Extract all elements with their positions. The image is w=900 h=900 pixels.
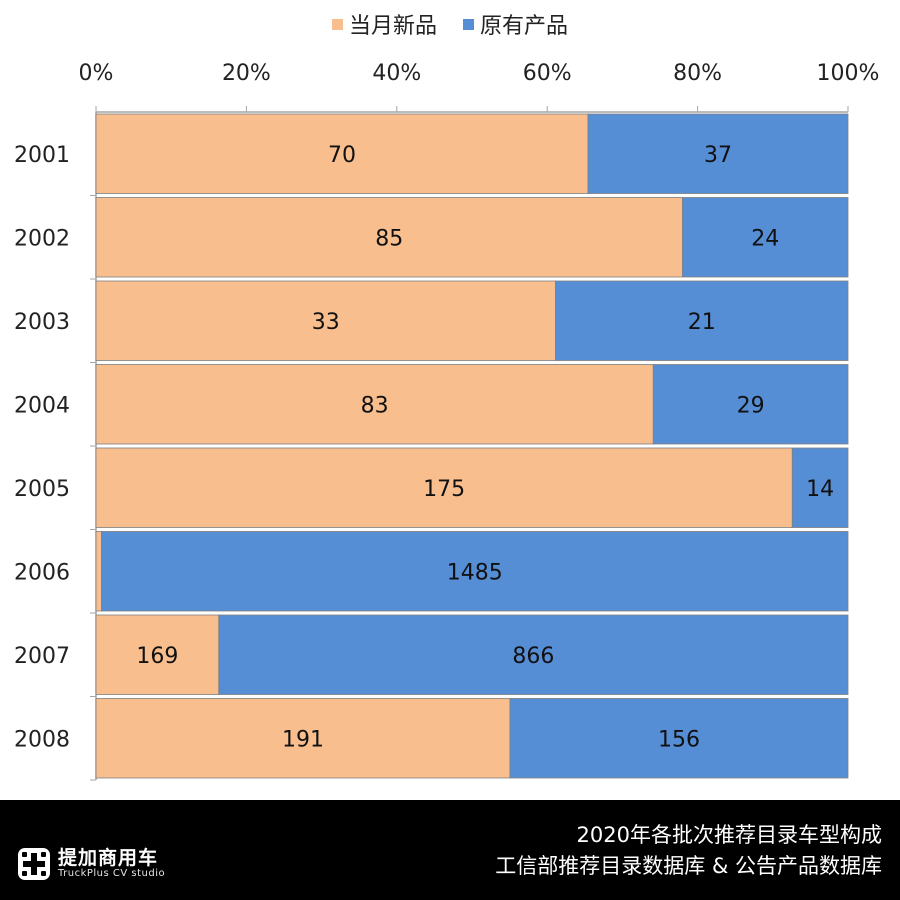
footer: 提加商用车 TruckPlus CV studio 2020年各批次推荐目录车型… [0,800,900,900]
data-label: 70 [328,143,356,168]
bar-segment-2008-new [95,698,511,779]
x-tick-label: 0% [79,61,114,86]
logo-name-cn: 提加商用车 [58,846,159,869]
data-label: 33 [312,310,340,335]
x-tick-label: 80% [673,61,722,86]
x-tick-label: 20% [222,61,271,86]
data-label: 24 [751,226,779,251]
logo-name-en: TruckPlus CV studio [58,867,166,879]
data-label: 29 [737,393,765,418]
x-tick-label: 40% [372,61,421,86]
bar-segment-2007-new [95,614,220,695]
legend-item-new: 当月新品 [331,8,437,40]
y-tick-label: 2001 [14,143,70,168]
bar-segment-2006-new [95,531,102,612]
stacked-bar-chart: 0% 20% 40% 60% 80% 100% 2001 70 37 2002 85 24 2003 33… [14,61,880,781]
data-label: 83 [361,393,389,418]
chart-area: 当月新品 原有产品 0% 20% 40% 60% 80% 100% 2001 70 37 2002… [0,8,900,781]
y-tick-label: 2007 [14,644,70,669]
bar-segment-2003-existing [555,280,849,361]
data-label: 37 [704,143,732,168]
data-label: 169 [136,644,178,669]
bar-segment-2005-new [95,447,793,528]
y-tick-label: 2008 [14,727,70,752]
truckplus-logo-icon [18,848,50,880]
data-source: 工信部推荐目录数据库 & 公告产品数据库 [495,854,882,878]
logo: 提加商用车 TruckPlus CV studio [18,848,165,880]
y-tick-label: 2006 [14,560,70,585]
bar-segment-2001-new [95,113,589,194]
bar-segment-2004-existing [652,364,849,445]
legend-label-new: 当月新品 [348,14,437,39]
bar-segment-2002-existing [682,197,849,278]
legend: 当月新品 原有产品 [0,8,900,40]
bar-segment-2006-existing [101,531,849,612]
y-tick-label: 2002 [14,226,70,251]
y-tick-label: 2005 [14,477,70,502]
bar-segment-2007-existing [218,614,849,695]
bar-segment-2004-new [95,364,654,445]
data-label: 14 [806,477,834,502]
data-label: 21 [688,310,716,335]
chart-caption: 2020年各批次推荐目录车型构成 [576,823,882,847]
legend-swatch-existing [463,18,474,30]
data-label: 85 [375,226,403,251]
legend-item-existing: 原有产品 [463,8,568,40]
data-label: 866 [512,644,554,669]
x-tick-label: 100% [817,61,880,86]
bar-segment-2008-existing [509,698,849,779]
data-label: 191 [282,727,324,752]
x-tick-label: 60% [523,61,572,86]
bar-segment-2001-existing [587,113,849,194]
bar-segment-2005-existing [791,447,849,528]
y-tick-label: 2004 [14,393,70,418]
data-label: 1485 [447,560,503,585]
y-tick-label: 2003 [14,310,70,335]
data-label: 156 [658,727,700,752]
legend-label-existing: 原有产品 [480,14,569,39]
legend-swatch-new [331,18,343,30]
bar-segment-2003-new [95,280,556,361]
data-label: 175 [423,477,465,502]
